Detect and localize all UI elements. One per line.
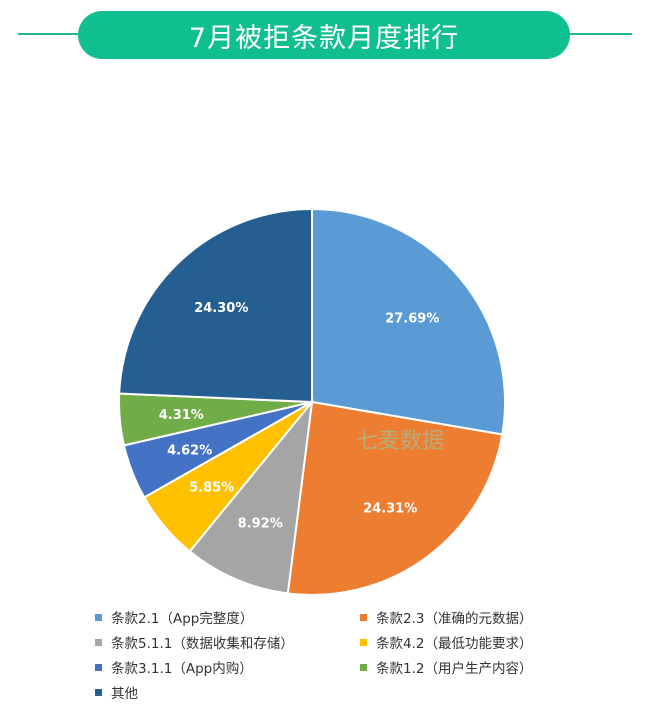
slice-data-label-5: 4.62% [167,444,212,459]
legend-swatch [95,688,102,696]
slice-data-label-7: 24.30% [194,301,248,316]
pie-slice-7 [118,207,313,404]
pie-chart: 27.69% 24.31% 8.92% 5.85% 4.62% 4.31% 24.30% 七… [118,207,506,596]
legend-label: 条款5.1.1（数据收集和存储） [111,636,294,652]
title-decoration-left [18,33,88,35]
legend-label: 其他 [111,686,138,702]
watermark-text: 七麦数据 [356,429,444,454]
legend-item-4: 条款4.2（最低功能要求） [360,633,575,652]
legend-swatch [360,638,367,646]
slice-data-label-1: 27.69% [385,311,439,326]
legend-swatch [95,638,102,646]
pie-slice-2 [286,400,504,596]
slice-data-label-2: 24.31% [363,501,417,516]
legend-swatch [95,663,102,671]
legend-item-1: 条款2.1（App完整度） [95,608,360,627]
legend-item-6: 条款1.2（用户生产内容） [360,658,575,677]
legend-swatch [360,613,367,621]
title-decoration-right [565,33,632,35]
legend-label: 条款4.2（最低功能要求） [376,636,533,652]
legend-swatch [95,613,102,621]
legend-swatch [360,663,367,671]
chart-title: 7月被拒条款月度排行 [78,11,570,59]
chart-legend: 条款2.1（App完整度） 条款2.3（准确的元数据） 条款5.1.1（数据收集和存… [95,608,575,702]
legend-label: 条款2.1（App完整度） [111,611,254,627]
slice-data-label-4: 5.85% [189,481,234,496]
legend-item-2: 条款2.3（准确的元数据） [360,608,575,627]
legend-label: 条款2.3（准确的元数据） [376,611,533,627]
legend-item-3: 条款5.1.1（数据收集和存储） [95,633,360,652]
legend-label: 条款3.1.1（App内购） [111,661,253,677]
pie-slice-3 [188,398,314,595]
legend-item-5: 条款3.1.1（App内购） [95,658,360,677]
slice-data-label-6: 4.31% [159,408,204,423]
pie-slice-1 [311,207,506,436]
slice-data-label-3: 8.92% [238,517,283,532]
legend-item-7: 其他 [95,683,360,702]
legend-label: 条款1.2（用户生产内容） [376,661,533,677]
